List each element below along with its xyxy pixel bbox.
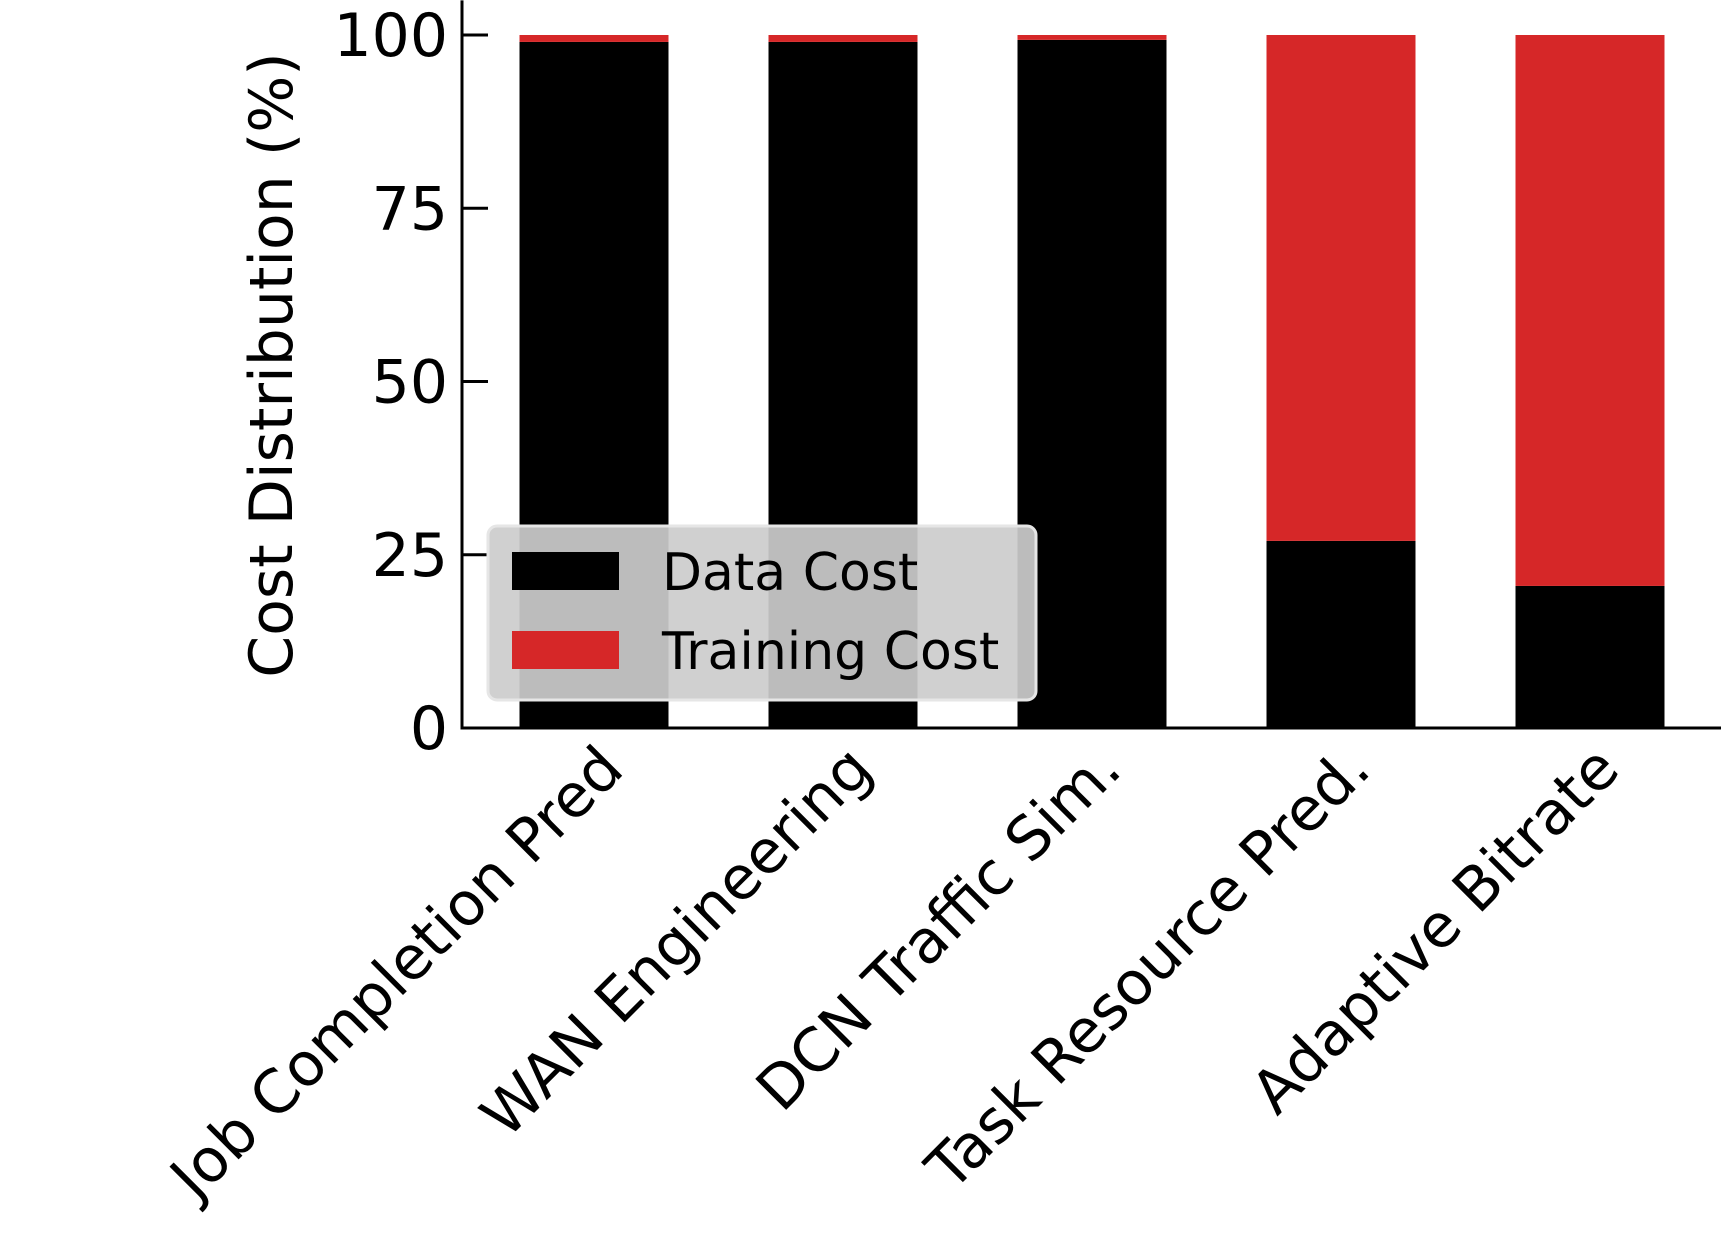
- x-label-job-completion-pred: Job Completion Pred: [155, 733, 637, 1215]
- bar-data-cost-task-resource-pred: [1266, 540, 1416, 728]
- y-tick-label-100: 100: [333, 1, 448, 71]
- legend-swatch-training-cost: [512, 631, 619, 669]
- legend-swatch-data-cost: [512, 552, 619, 590]
- bar-training-cost-dcn-traffic-sim: [1017, 35, 1167, 40]
- y-tick-label-75: 75: [372, 174, 448, 244]
- y-ticks: 0 25 50 75 100: [333, 1, 488, 764]
- x-label-task-resource-pred: Task Resource Pred.: [912, 733, 1383, 1204]
- y-tick-label-0: 0: [410, 694, 448, 764]
- bar-training-cost-adaptive-bitrate: [1515, 35, 1665, 586]
- bar-training-cost-task-resource-pred: [1266, 35, 1416, 541]
- legend-label-data-cost: Data Cost: [662, 543, 918, 603]
- bar-training-cost-wan-engineering: [768, 35, 918, 42]
- y-axis-title: Cost Distribution (%): [237, 52, 307, 677]
- y-tick-label-50: 50: [372, 348, 448, 418]
- legend-label-training-cost: Training Cost: [661, 622, 999, 682]
- y-tick-label-25: 25: [372, 521, 448, 591]
- bar-data-cost-dcn-traffic-sim: [1017, 39, 1167, 728]
- bar-training-cost-job-completion-pred: [519, 35, 669, 42]
- bar-data-cost-adaptive-bitrate: [1515, 585, 1665, 728]
- legend-box: [486, 524, 1038, 702]
- legend: Data Cost Training Cost: [486, 524, 1038, 702]
- axes-layer: [460, 0, 1721, 730]
